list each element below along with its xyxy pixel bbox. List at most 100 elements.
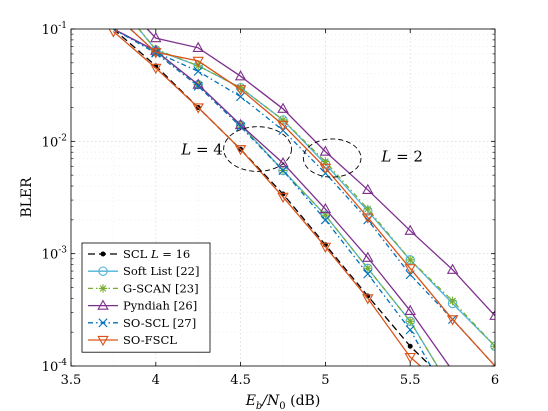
legend-entry: SCL L = 16 bbox=[88, 247, 190, 261]
data-point bbox=[98, 318, 108, 328]
x-tick-label: 4 bbox=[152, 373, 160, 388]
series-line bbox=[146, 29, 495, 317]
plot-frame bbox=[70, 28, 496, 367]
data-point bbox=[321, 157, 330, 166]
data-point bbox=[362, 213, 374, 224]
data-point bbox=[319, 242, 332, 253]
data-point bbox=[319, 145, 332, 156]
curves bbox=[108, 29, 495, 366]
data-point bbox=[446, 263, 459, 274]
data-point bbox=[100, 251, 106, 257]
data-point bbox=[404, 352, 416, 364]
data-point bbox=[320, 215, 330, 225]
data-point bbox=[404, 224, 416, 235]
ellipses bbox=[223, 126, 362, 178]
data-point bbox=[404, 304, 416, 315]
data-point bbox=[319, 202, 332, 214]
data-point bbox=[234, 70, 247, 81]
data-point bbox=[277, 156, 289, 168]
legend-label: SO-SCL [27] bbox=[123, 316, 196, 330]
data-point bbox=[234, 85, 247, 96]
data-point bbox=[363, 204, 372, 214]
legend-entry: SO-FSCL bbox=[88, 333, 177, 347]
data-point bbox=[362, 251, 374, 262]
data-point bbox=[236, 92, 246, 102]
data-point bbox=[236, 122, 246, 132]
data-point bbox=[404, 264, 416, 275]
legend-label: SCL L = 16 bbox=[123, 247, 190, 261]
legend-label: SO-FSCL bbox=[123, 333, 177, 347]
data-point bbox=[108, 29, 119, 38]
group-ellipse bbox=[302, 138, 362, 178]
tick-labels: 3.5 4 4.5 5 5.5 6 10-1 10-2 10-3 10-4 bbox=[42, 21, 499, 388]
x-tick-label: 6 bbox=[491, 373, 499, 388]
data-point bbox=[319, 163, 332, 175]
data-point bbox=[278, 165, 288, 176]
data-point bbox=[97, 335, 109, 347]
data-point bbox=[236, 83, 245, 92]
series-line bbox=[112, 31, 421, 366]
y-tick-label: 10-3 bbox=[42, 246, 68, 263]
y-tick-label: 10-4 bbox=[42, 358, 68, 375]
series-line bbox=[113, 29, 432, 366]
series-line bbox=[129, 29, 495, 366]
x-axis-title: Eb/N0 (dB) bbox=[245, 393, 321, 411]
data-point bbox=[407, 343, 413, 349]
series-line bbox=[138, 29, 495, 347]
data-point bbox=[321, 211, 330, 220]
data-point bbox=[277, 102, 289, 113]
legend-box bbox=[81, 242, 211, 353]
y-tick-label: 10-1 bbox=[42, 21, 67, 38]
data-point bbox=[406, 317, 415, 326]
data-point bbox=[192, 56, 204, 68]
legend-entry: SO-SCL [27] bbox=[88, 316, 196, 330]
data-point bbox=[150, 63, 162, 75]
data-point bbox=[362, 183, 374, 194]
data-point bbox=[193, 66, 203, 76]
legend-entry: G-SCAN [23] bbox=[88, 281, 199, 295]
legend-label: G-SCAN [23] bbox=[123, 281, 199, 295]
y-tick-label: 10-2 bbox=[42, 133, 67, 150]
x-tick-label: 5.5 bbox=[400, 373, 421, 388]
legend-entry: Pyndiah [26] bbox=[88, 299, 197, 313]
series-pyndiah-26- bbox=[113, 29, 495, 366]
series-line bbox=[129, 29, 495, 366]
data-point bbox=[363, 264, 372, 273]
legend-label: Soft List [22] bbox=[123, 264, 199, 278]
legend: SCL L = 16 Soft List [22] G-SCAN [23] Pyndi… bbox=[81, 242, 211, 353]
data-point bbox=[150, 48, 162, 59]
axis-ticks bbox=[70, 28, 496, 367]
data-point bbox=[406, 255, 415, 265]
list-size-annotation: L = 2 bbox=[380, 148, 423, 166]
x-tick-label: 4.5 bbox=[230, 373, 251, 388]
legend-label: Pyndiah [26] bbox=[123, 299, 197, 313]
list-size-annotation: L = 4 bbox=[180, 140, 223, 158]
data-point bbox=[278, 115, 288, 125]
data-point bbox=[446, 315, 459, 326]
data-point bbox=[150, 31, 162, 43]
data-point bbox=[193, 81, 203, 91]
data-point bbox=[192, 41, 204, 52]
series-line bbox=[138, 29, 495, 347]
annotations: L = 4 L = 2 bbox=[180, 140, 423, 165]
data-point bbox=[448, 296, 457, 306]
data-point bbox=[277, 192, 289, 204]
series-so-fscl bbox=[108, 29, 495, 366]
data-point bbox=[362, 294, 374, 305]
data-point bbox=[277, 120, 289, 132]
group-ellipse bbox=[223, 126, 292, 172]
data-point bbox=[98, 266, 108, 276]
data-point bbox=[98, 284, 108, 293]
data-point bbox=[489, 309, 495, 320]
data-point bbox=[234, 145, 247, 156]
x-tick-label: 5 bbox=[321, 373, 329, 388]
data-point bbox=[192, 103, 204, 114]
y-axis-title: BLER bbox=[19, 177, 35, 218]
series-line bbox=[113, 29, 450, 366]
data-point bbox=[97, 299, 109, 310]
x-tick-label: 3.5 bbox=[61, 373, 82, 388]
legend-entry: Soft List [22] bbox=[88, 264, 199, 278]
data-point bbox=[363, 269, 373, 279]
data-point bbox=[405, 325, 415, 335]
